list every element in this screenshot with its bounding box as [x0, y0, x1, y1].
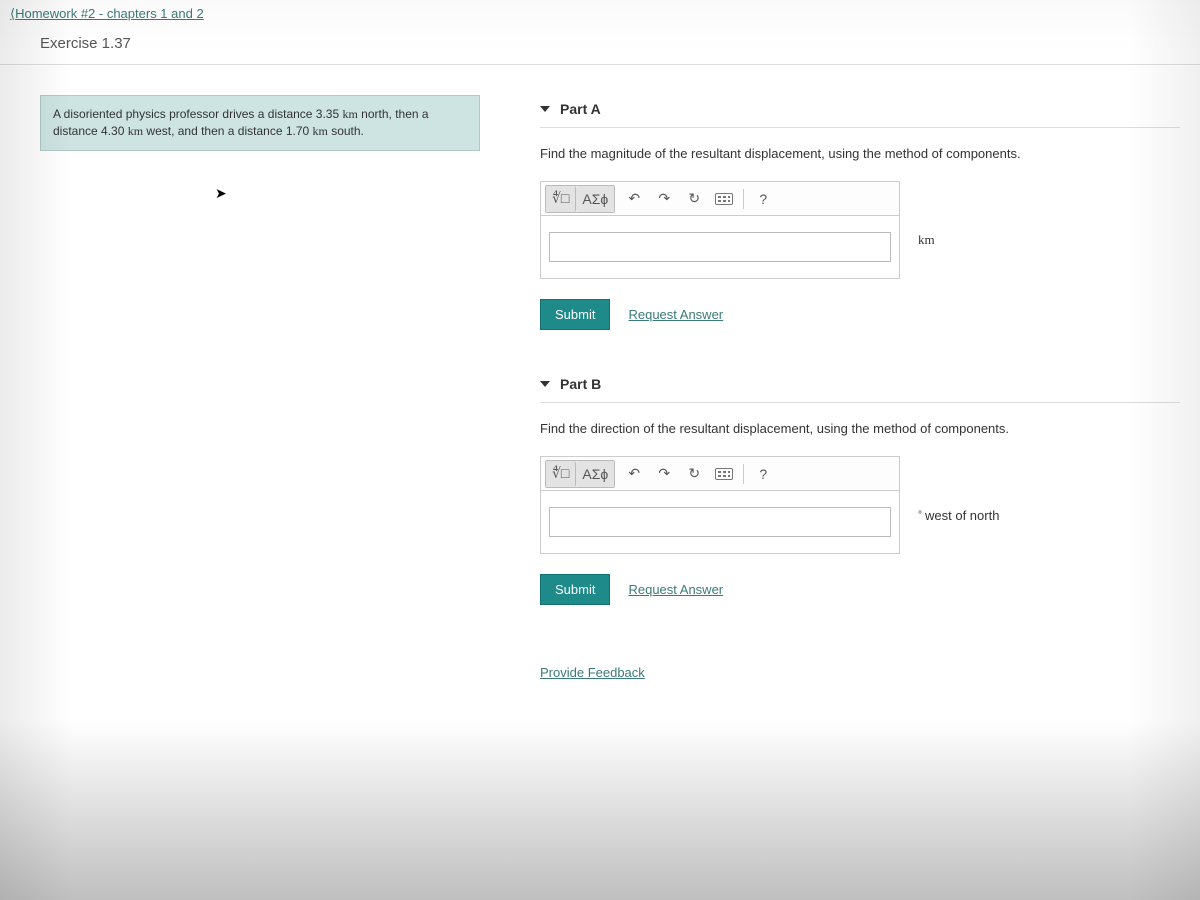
- toolbar-separator: [743, 189, 744, 209]
- part-b-header[interactable]: Part B: [540, 370, 1180, 403]
- templates-button[interactable]: ∜□: [546, 186, 576, 212]
- reset-icon: ↻: [688, 190, 700, 207]
- part-b-title: Part B: [560, 376, 601, 392]
- redo-button[interactable]: ↷: [649, 461, 679, 487]
- problem-statement: A disoriented physics professor drives a…: [40, 95, 480, 151]
- unit-km: km: [313, 124, 328, 138]
- part-a-prompt: Find the magnitude of the resultant disp…: [540, 146, 1180, 161]
- unit-label: west of north: [925, 508, 999, 523]
- help-icon: ?: [759, 466, 767, 482]
- part-a-toolbar: ∜□ ΑΣϕ ↶ ↷ ↻ ?: [541, 182, 899, 216]
- undo-icon: ↶: [628, 465, 640, 482]
- part-a-input[interactable]: [549, 232, 891, 262]
- symbol-group: ∜□ ΑΣϕ: [545, 460, 615, 488]
- unit-km: km: [128, 124, 143, 138]
- undo-icon: ↶: [628, 190, 640, 207]
- help-button[interactable]: ?: [748, 186, 778, 212]
- greek-icon: ΑΣϕ: [582, 466, 608, 482]
- part-b-unit: ° west of north: [918, 508, 999, 523]
- part-b-request-answer-link[interactable]: Request Answer: [628, 582, 723, 597]
- submit-label: Submit: [555, 582, 595, 597]
- reset-button[interactable]: ↻: [679, 461, 709, 487]
- redo-icon: ↷: [658, 190, 670, 207]
- degree-symbol: °: [918, 510, 922, 521]
- keyboard-button[interactable]: [709, 461, 739, 487]
- help-button[interactable]: ?: [748, 461, 778, 487]
- part-b-input-row: [541, 491, 899, 553]
- undo-button[interactable]: ↶: [619, 461, 649, 487]
- collapse-icon: [540, 106, 550, 112]
- greek-icon: ΑΣϕ: [582, 191, 608, 207]
- toolbar-separator: [743, 464, 744, 484]
- part-b-input[interactable]: [549, 507, 891, 537]
- submit-label: Submit: [555, 307, 595, 322]
- request-label: Request Answer: [628, 307, 723, 322]
- problem-text: A disoriented physics professor drives a…: [53, 107, 343, 121]
- undo-button[interactable]: ↶: [619, 186, 649, 212]
- unit-km: km: [343, 107, 358, 121]
- mouse-cursor-icon: ➤: [215, 185, 227, 202]
- redo-icon: ↷: [658, 465, 670, 482]
- keyboard-icon: [715, 468, 733, 480]
- help-icon: ?: [759, 191, 767, 207]
- part-a-input-row: [541, 216, 899, 278]
- greek-button[interactable]: ΑΣϕ: [576, 461, 614, 487]
- parts-column: Part A Find the magnitude of the resulta…: [540, 95, 1180, 682]
- collapse-icon: [540, 381, 550, 387]
- feedback-label: Provide Feedback: [540, 665, 645, 680]
- part-a-header[interactable]: Part A: [540, 95, 1180, 128]
- part-b-toolbar: ∜□ ΑΣϕ ↶ ↷ ↻ ?: [541, 457, 899, 491]
- part-b-actions: Submit Request Answer: [540, 574, 1180, 605]
- problem-column: A disoriented physics professor drives a…: [40, 95, 480, 682]
- request-label: Request Answer: [628, 582, 723, 597]
- content-area: A disoriented physics professor drives a…: [0, 65, 1200, 702]
- part-a-actions: Submit Request Answer: [540, 299, 1180, 330]
- problem-text: west, and then a distance 1.70: [143, 124, 312, 138]
- templates-icon: ∜□: [552, 465, 569, 482]
- reset-icon: ↻: [688, 465, 700, 482]
- back-link[interactable]: ⟨Homework #2 - chapters 1 and 2: [0, 0, 204, 22]
- part-a-unit: km: [918, 232, 935, 248]
- exercise-title: Exercise 1.37: [0, 23, 1200, 65]
- part-a-answer-box: ∜□ ΑΣϕ ↶ ↷ ↻ ?: [540, 181, 900, 279]
- problem-text: south.: [328, 124, 364, 138]
- templates-button[interactable]: ∜□: [546, 461, 576, 487]
- unit-label: km: [918, 232, 935, 248]
- part-a-request-answer-link[interactable]: Request Answer: [628, 307, 723, 322]
- reset-button[interactable]: ↻: [679, 186, 709, 212]
- part-b-answer-box: ∜□ ΑΣϕ ↶ ↷ ↻ ?: [540, 456, 900, 554]
- back-link-text: Homework #2 - chapters 1 and 2: [15, 6, 204, 21]
- keyboard-icon: [715, 193, 733, 205]
- greek-button[interactable]: ΑΣϕ: [576, 186, 614, 212]
- keyboard-button[interactable]: [709, 186, 739, 212]
- part-b-submit-button[interactable]: Submit: [540, 574, 610, 605]
- provide-feedback-link[interactable]: Provide Feedback: [540, 665, 645, 680]
- symbol-group: ∜□ ΑΣϕ: [545, 185, 615, 213]
- part-a-submit-button[interactable]: Submit: [540, 299, 610, 330]
- templates-icon: ∜□: [552, 190, 569, 207]
- part-a-title: Part A: [560, 101, 601, 117]
- redo-button[interactable]: ↷: [649, 186, 679, 212]
- part-b-prompt: Find the direction of the resultant disp…: [540, 421, 1180, 436]
- page-root: ⟨Homework #2 - chapters 1 and 2 Exercise…: [0, 0, 1200, 900]
